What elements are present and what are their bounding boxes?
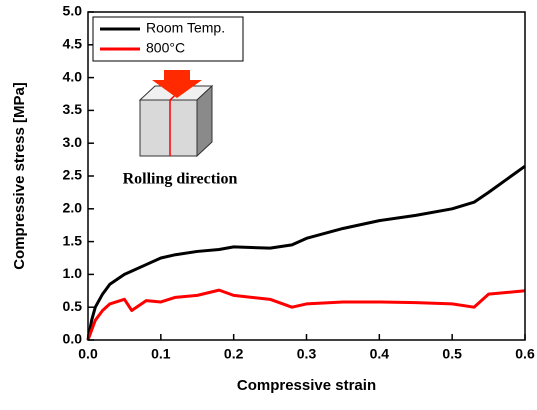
annotation: Rolling direction [123,171,238,188]
y-tick-label: 0.5 [63,298,83,314]
y-tick-label: 3.5 [63,101,83,117]
icon [138,70,214,158]
x-tick-label: 0.3 [297,346,317,362]
y-tick-label: 0.0 [63,331,83,347]
x-tick-label: 0.1 [151,346,171,362]
legend-box [92,16,244,62]
y-tick-label: 1.0 [63,265,83,281]
x-tick-label: 0.6 [515,346,535,362]
x-tick-label: 0.4 [370,346,390,362]
y-tick-label: 3.0 [63,134,83,150]
x-tick-label: 0.0 [78,346,98,362]
x-tick-label: 0.5 [442,346,462,362]
legend-label: 800°C [146,40,185,56]
y-tick-label: 2.0 [63,200,83,216]
y-tick-label: 4.0 [63,68,83,84]
series-line [86,288,526,341]
series-line [86,164,526,341]
x-axis-label: Compressive strain [237,377,376,394]
y-tick-label: 4.5 [63,36,83,52]
y-tick-label: 2.5 [63,167,83,183]
x-tick-label: 0.2 [224,346,244,362]
y-tick-label: 5.0 [63,3,83,19]
legend-label: Room Temp. [146,20,225,36]
y-axis-label: Compressive stress [MPa] [11,82,28,270]
y-tick-label: 1.5 [63,232,83,248]
plot-frame [87,11,526,341]
